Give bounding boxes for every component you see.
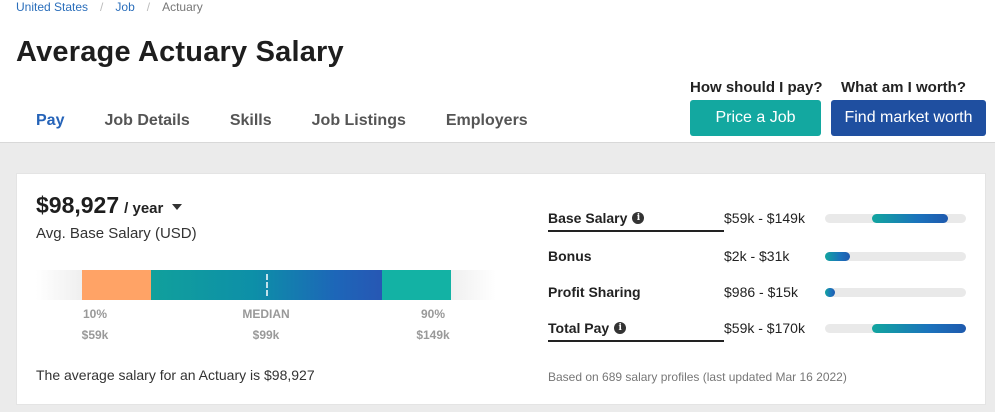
- comp-row-profit-sharing: Profit Sharing $986 - $15k: [548, 284, 968, 306]
- breadcrumb: United States / Job / Actuary: [16, 0, 203, 14]
- tab-skills[interactable]: Skills: [229, 112, 272, 129]
- tab-job-details[interactable]: Job Details: [104, 112, 190, 129]
- breadcrumb-separator: /: [100, 0, 104, 14]
- price-a-job-button[interactable]: Price a Job: [690, 100, 821, 136]
- range-p10-label: 10%: [82, 307, 108, 321]
- comp-label: Base Salary: [548, 210, 628, 226]
- salary-statement: The average salary for an Actuary is $98…: [36, 367, 315, 383]
- range-p90-label: 90%: [420, 307, 446, 321]
- info-icon[interactable]: i: [614, 322, 627, 334]
- comp-fill: [871, 324, 966, 333]
- tab-job-listings[interactable]: Job Listings: [311, 112, 406, 129]
- salary-amount: $98,927: [36, 192, 120, 218]
- tab-employers[interactable]: Employers: [445, 112, 528, 129]
- breadcrumb-current: Actuary: [162, 0, 203, 14]
- page-title: Average Actuary Salary: [16, 36, 344, 68]
- comp-row-base-salary: Base Salary i $59k - $149k: [548, 210, 968, 232]
- comp-label: Profit Sharing: [548, 284, 641, 300]
- tab-pay[interactable]: Pay: [16, 108, 85, 145]
- range-p90-value: $149k: [416, 328, 450, 342]
- comp-track: [825, 252, 966, 261]
- comp-track: [825, 324, 966, 333]
- comp-row-total-pay: Total Pay i $59k - $170k: [548, 320, 968, 342]
- breadcrumb-separator: /: [146, 0, 151, 14]
- range-median-label: MEDIAN: [242, 307, 290, 321]
- comp-label: Bonus: [548, 248, 592, 264]
- info-icon[interactable]: i: [632, 212, 645, 224]
- comp-range: $59k - $149k: [724, 210, 805, 226]
- average-salary: $98,927 / year: [36, 192, 183, 219]
- find-market-worth-button[interactable]: Find market worth: [831, 100, 986, 136]
- comp-label: Total Pay: [548, 320, 610, 336]
- comp-row-bonus: Bonus $2k - $31k: [548, 248, 968, 270]
- comp-range: $2k - $31k: [724, 248, 790, 264]
- cta-question-worth: What am I worth?: [841, 79, 966, 96]
- breadcrumb-link-country[interactable]: United States: [16, 0, 89, 14]
- comp-range: $59k - $170k: [724, 320, 805, 336]
- comp-track: [825, 214, 966, 223]
- salary-range-bar: [36, 270, 496, 300]
- breadcrumb-link-job[interactable]: Job: [115, 0, 135, 14]
- data-footnote: Based on 689 salary profiles (last updat…: [548, 370, 847, 384]
- cta-question-pay: How should I pay?: [690, 79, 823, 96]
- range-segment-low: [82, 270, 151, 300]
- range-p10-value: $59k: [81, 328, 109, 342]
- comp-underline: [548, 340, 724, 342]
- comp-fill: [825, 252, 851, 261]
- period-dropdown-caret-icon[interactable]: [172, 204, 183, 210]
- comp-fill: [871, 214, 948, 223]
- median-marker: [266, 274, 268, 296]
- comp-underline: [548, 230, 724, 232]
- comp-range: $986 - $15k: [724, 284, 798, 300]
- salary-sublabel: Avg. Base Salary (USD): [36, 225, 197, 242]
- tab-bar: Pay Job Details Skills Job Listings Empl…: [16, 108, 548, 145]
- comp-track: [825, 288, 966, 297]
- page-header: United States / Job / Actuary Average Ac…: [0, 0, 995, 145]
- range-segment-high: [382, 270, 451, 300]
- salary-period: / year: [124, 200, 164, 217]
- comp-fill: [825, 288, 835, 297]
- range-median-value: $99k: [252, 328, 280, 342]
